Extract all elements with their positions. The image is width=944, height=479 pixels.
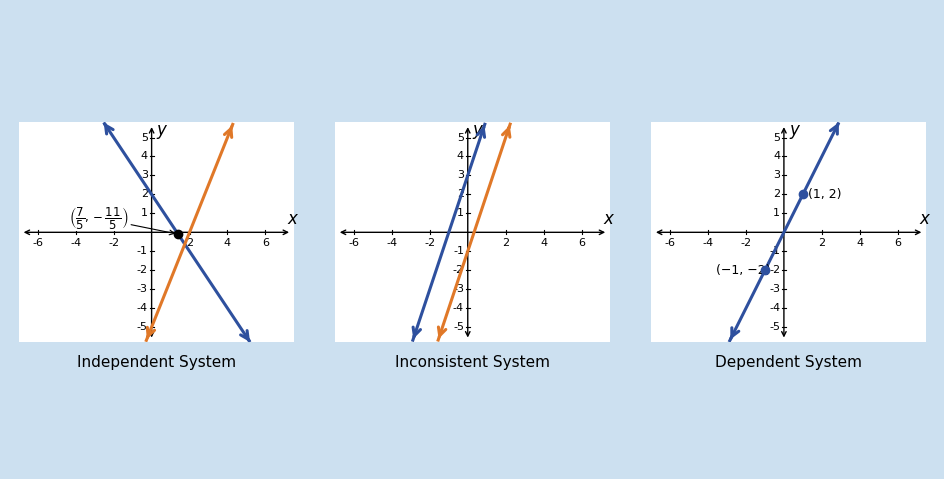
Text: Inconsistent System: Inconsistent System [395, 355, 549, 370]
Text: 2: 2 [818, 238, 824, 248]
Text: $x$: $x$ [602, 210, 615, 228]
Text: 4: 4 [539, 238, 547, 248]
Text: $x$: $x$ [918, 210, 931, 228]
Text: 1: 1 [772, 208, 780, 218]
Text: -1: -1 [137, 246, 147, 256]
Text: $y$: $y$ [472, 123, 484, 141]
Text: -5: -5 [452, 322, 464, 332]
Text: 6: 6 [261, 238, 269, 248]
Text: 5: 5 [141, 133, 147, 143]
Text: $\left(\dfrac{7}{5}, -\dfrac{11}{5}\right)$: $\left(\dfrac{7}{5}, -\dfrac{11}{5}\righ… [69, 205, 174, 235]
Text: 6: 6 [578, 238, 584, 248]
Text: 6: 6 [893, 238, 901, 248]
Text: 1: 1 [457, 208, 464, 218]
Text: -4: -4 [137, 303, 147, 313]
Text: 3: 3 [457, 171, 464, 181]
Text: 2: 2 [141, 189, 147, 199]
Text: -3: -3 [768, 284, 780, 294]
Text: $y$: $y$ [788, 123, 801, 141]
Text: -6: -6 [664, 238, 675, 248]
Text: 4: 4 [141, 151, 147, 161]
Text: Independent System: Independent System [76, 355, 236, 370]
Text: 5: 5 [772, 133, 780, 143]
Text: 2: 2 [456, 189, 464, 199]
Text: 5: 5 [457, 133, 464, 143]
Text: 4: 4 [772, 151, 780, 161]
Text: -2: -2 [137, 265, 147, 275]
Text: -1: -1 [452, 246, 464, 256]
Text: 4: 4 [456, 151, 464, 161]
Text: 3: 3 [772, 171, 780, 181]
Text: -6: -6 [348, 238, 359, 248]
Text: -2: -2 [452, 265, 464, 275]
Text: 3: 3 [141, 171, 147, 181]
Text: -2: -2 [740, 238, 750, 248]
Text: (1, 2): (1, 2) [807, 188, 840, 201]
Text: -3: -3 [137, 284, 147, 294]
Text: (−1, −2): (−1, −2) [715, 264, 769, 277]
Text: 1: 1 [141, 208, 147, 218]
Text: -5: -5 [137, 322, 147, 332]
Text: -3: -3 [452, 284, 464, 294]
Text: $y$: $y$ [156, 123, 169, 141]
Text: Dependent System: Dependent System [715, 355, 861, 370]
Text: -4: -4 [70, 238, 81, 248]
Text: $x$: $x$ [286, 210, 298, 228]
Text: 2: 2 [186, 238, 193, 248]
Text: -2: -2 [108, 238, 119, 248]
Text: -4: -4 [452, 303, 464, 313]
Text: -2: -2 [424, 238, 435, 248]
Text: 2: 2 [501, 238, 509, 248]
Text: -5: -5 [768, 322, 780, 332]
Text: -4: -4 [768, 303, 780, 313]
Text: 2: 2 [772, 189, 780, 199]
Text: 4: 4 [855, 238, 863, 248]
Text: -1: -1 [768, 246, 780, 256]
Text: 4: 4 [224, 238, 230, 248]
Text: -4: -4 [386, 238, 397, 248]
Text: -4: -4 [701, 238, 713, 248]
Text: -2: -2 [768, 265, 780, 275]
Text: -6: -6 [32, 238, 43, 248]
